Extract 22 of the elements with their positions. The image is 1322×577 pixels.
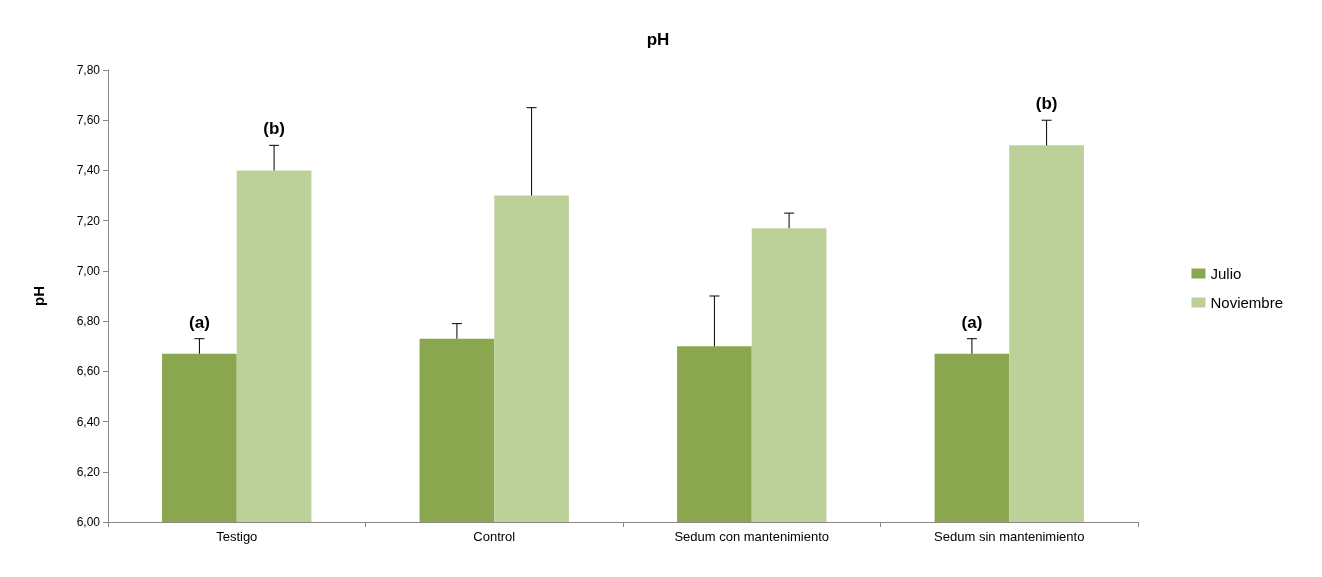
y-tick-label: 6,40	[76, 414, 101, 429]
y-axis-title: pH	[30, 286, 47, 306]
y-tick-label: 7,40	[76, 163, 101, 178]
chart-title: pH	[646, 30, 670, 49]
y-tick-label: 7,20	[76, 213, 101, 228]
y-tick-label: 6,80	[76, 314, 101, 329]
annotation: (b)	[1035, 94, 1058, 114]
annotation: (a)	[189, 312, 210, 332]
x-tick-label: Sedum con mantenimiento	[674, 529, 830, 544]
y-tick-label: 7,00	[76, 263, 101, 278]
y-tick-label: 6,20	[76, 464, 101, 479]
y-tick-label: 6,60	[76, 364, 101, 379]
annotation: (a)	[961, 312, 983, 332]
x-tick-label: Control	[473, 529, 516, 544]
y-tick-label: 6,00	[76, 515, 101, 529]
x-tick-label: Sedum sin mantenimiento	[934, 529, 1085, 544]
y-tick-label: 7,60	[76, 113, 101, 128]
legend-label: Julio	[1210, 265, 1242, 282]
legend-label: Noviembre	[1210, 294, 1284, 311]
y-tick-label: 7,80	[76, 63, 101, 77]
x-tick-label: Testigo	[216, 529, 258, 544]
annotation: (b)	[263, 119, 285, 139]
